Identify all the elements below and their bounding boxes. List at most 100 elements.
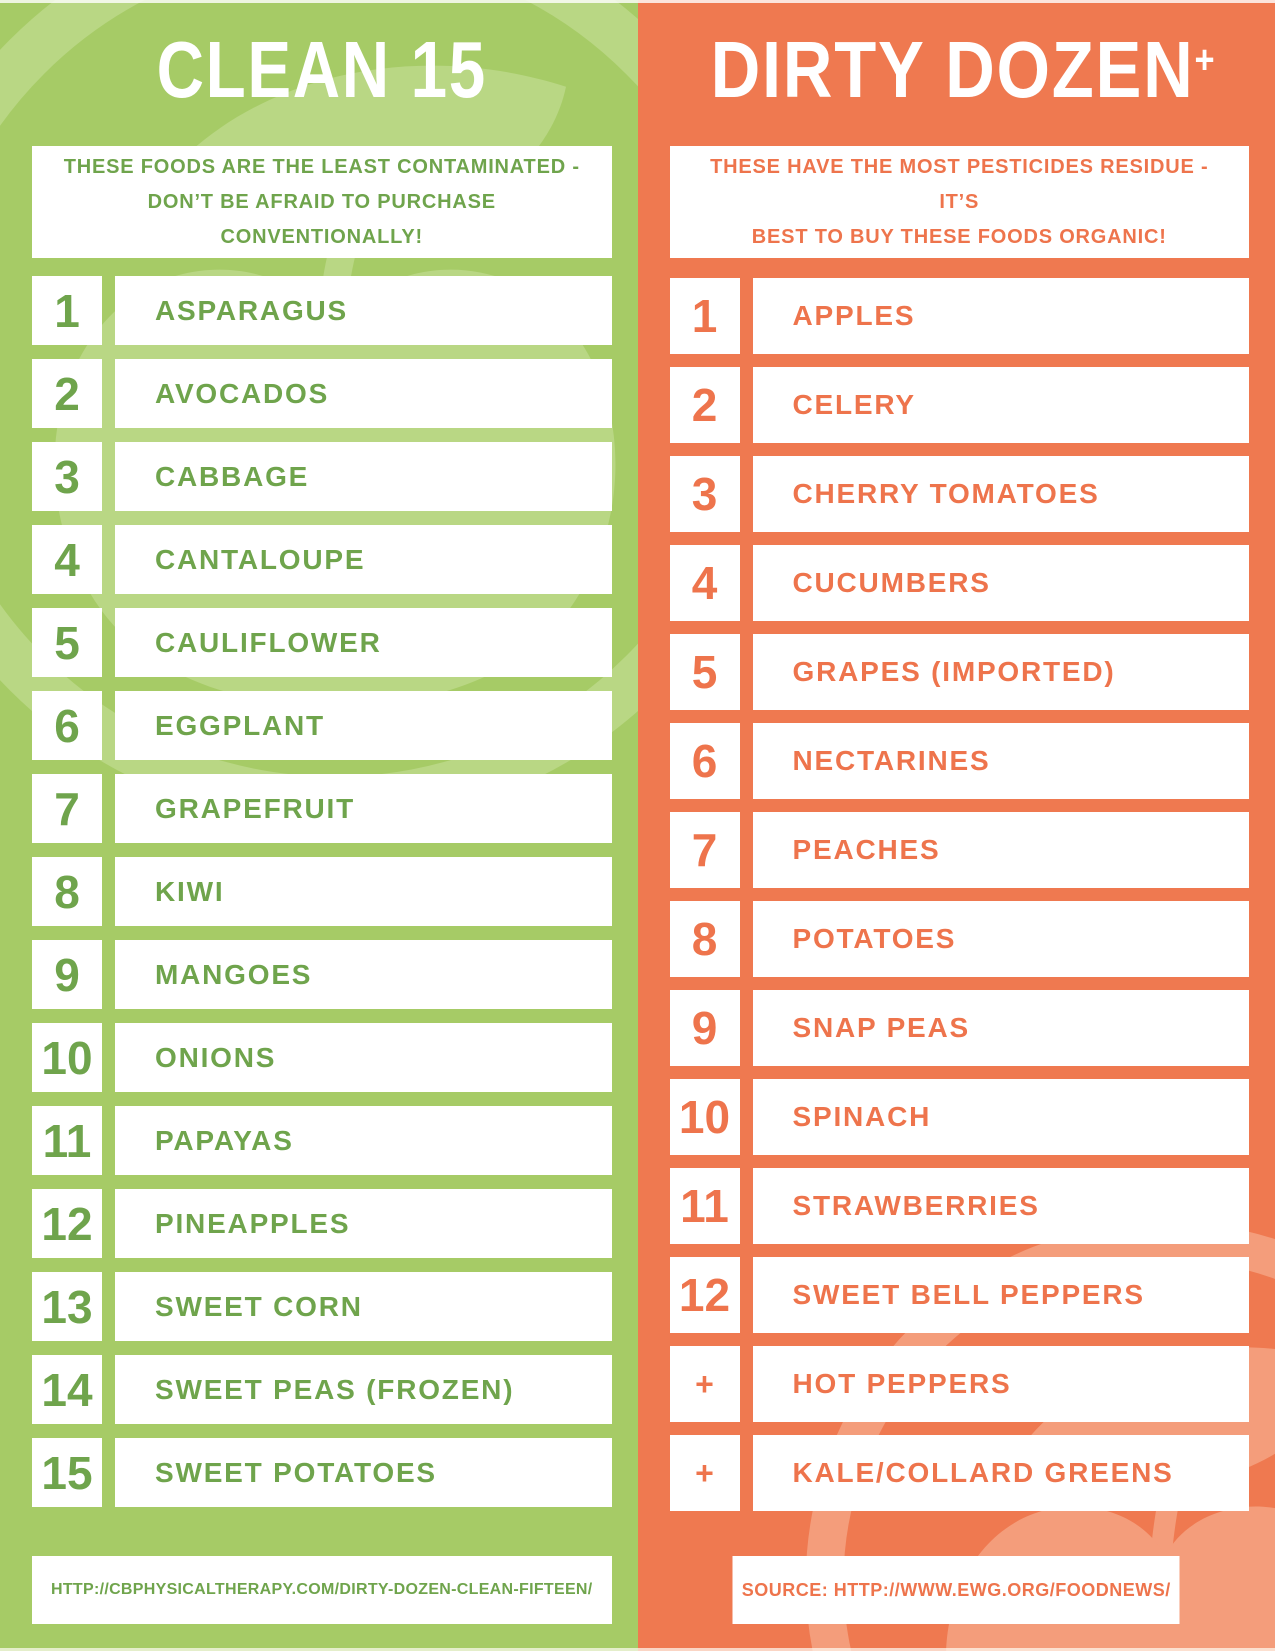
item-rank-box: 14 [32,1355,102,1424]
item-rank-box: 12 [32,1189,102,1258]
list-item: 11 PAPAYAS [32,1106,612,1175]
item-rank: 11 [42,1114,92,1167]
item-name-box: POTATOES [752,901,1249,977]
item-name: PINEAPPLES [155,1207,351,1239]
item-rank-box: 15 [32,1438,102,1507]
item-rank-box: 1 [669,278,740,354]
item-rank: 13 [41,1280,93,1333]
item-rank-box: 3 [32,442,102,511]
item-rank-box: 1 [32,276,102,345]
item-name: MANGOES [155,958,313,990]
item-name-box: CUCUMBERS [752,545,1249,621]
list-item: 6 NECTARINES [669,723,1249,799]
item-rank-box: 2 [669,367,740,443]
item-rank-box: 11 [32,1106,102,1175]
item-name: GRAPEFRUIT [155,792,355,824]
item-rank-box: + [669,1435,740,1511]
item-rank: 4 [691,557,718,609]
item-name: CABBAGE [155,460,310,492]
item-rank: 2 [54,367,80,420]
item-rank-box: 3 [669,456,740,532]
dirty-dozen-list: 1 APPLES 2 CELERY 3 CHERRY TOMATOES 4 CU… [669,278,1249,1511]
item-rank-box: 5 [32,608,102,677]
list-item: 12 PINEAPPLES [32,1189,612,1258]
item-rank-box: 4 [669,545,740,621]
item-rank-box: + [669,1346,740,1422]
item-rank-box: 8 [669,901,740,977]
list-item: 4 CANTALOUPE [32,525,612,594]
item-rank: 8 [691,913,718,965]
dirty-dozen-title-plus: + [1194,38,1215,82]
item-rank: 11 [680,1180,729,1232]
item-rank: 6 [691,735,718,787]
item-name: CANTALOUPE [155,543,366,575]
item-rank: 5 [54,616,80,669]
item-name-box: ASPARAGUS [115,276,612,345]
item-rank-box: 9 [32,940,102,1009]
item-name: AVOCADOS [155,377,330,409]
item-rank-box: 8 [32,857,102,926]
item-name: SWEET POTATOES [155,1456,437,1488]
clean15-list: 1 ASPARAGUS 2 AVOCADOS 3 CABBAGE 4 CANTA… [32,276,612,1507]
list-item: 5 GRAPES (IMPORTED) [669,634,1249,710]
clean15-panel: CLEAN 15 THESE FOODS ARE THE LEAST CONTA… [0,0,638,1651]
item-rank-box: 13 [32,1272,102,1341]
list-item: 5 CAULIFLOWER [32,608,612,677]
item-name: SPINACH [792,1101,932,1132]
dirty-dozen-content: DIRTY DOZEN+ THESE HAVE THE MOST PESTICI… [638,0,1275,1651]
list-item: 2 AVOCADOS [32,359,612,428]
item-name-box: GRAPEFRUIT [115,774,612,843]
clean15-title: CLEAN 15 [156,25,487,114]
item-name-box: ONIONS [115,1023,612,1092]
item-rank-box: 7 [32,774,102,843]
item-rank-box: 9 [669,990,740,1066]
list-item: 4 CUCUMBERS [669,545,1249,621]
item-name: CELERY [792,389,916,420]
clean15-subtitle-line2: DON’T BE AFRAID TO PURCHASE CONVENTIONAL… [147,190,496,248]
item-name: GRAPES (IMPORTED) [792,656,1116,687]
list-item: 8 POTATOES [669,901,1249,977]
list-item: 12 SWEET BELL PEPPERS [669,1257,1249,1333]
item-name-box: CAULIFLOWER [115,608,612,677]
item-rank: 7 [691,824,718,876]
list-item: 7 PEACHES [669,812,1249,888]
item-rank-box: 6 [669,723,740,799]
item-name-box: PEACHES [752,812,1249,888]
item-name-box: APPLES [752,278,1249,354]
item-rank: 10 [41,1031,93,1084]
clean15-footer-box: HTTP://CBPHYSICALTHERAPY.COM/DIRTY-DOZEN… [32,1556,612,1624]
item-rank: 10 [678,1091,731,1143]
item-name: NECTARINES [792,745,991,776]
item-name-box: SPINACH [752,1079,1249,1155]
item-rank-box: 12 [669,1257,740,1333]
item-name: SWEET PEAS (FROZEN) [155,1373,515,1405]
clean15-subtitle-box: THESE FOODS ARE THE LEAST CONTAMINATED -… [32,146,612,258]
item-name: APPLES [792,300,916,331]
item-rank: 9 [691,1002,718,1054]
list-item: 1 ASPARAGUS [32,276,612,345]
item-name-box: SWEET POTATOES [115,1438,612,1507]
item-name: CUCUMBERS [792,567,991,598]
item-name: SWEET BELL PEPPERS [792,1279,1145,1310]
item-rank: 15 [41,1446,93,1499]
item-rank: 2 [691,379,718,431]
list-item: + KALE/COLLARD GREENS [669,1435,1249,1511]
item-rank-box: 10 [32,1023,102,1092]
item-rank: 12 [41,1197,93,1250]
item-rank: 1 [54,284,80,337]
list-item: 7 GRAPEFRUIT [32,774,612,843]
item-rank: 12 [678,1269,731,1321]
item-rank: 14 [41,1363,93,1416]
item-rank-box: 5 [669,634,740,710]
item-rank: 3 [691,468,718,520]
item-name-box: SWEET BELL PEPPERS [752,1257,1249,1333]
dirty-dozen-subtitle-line2: BEST TO BUY THESE FOODS ORGANIC! [751,225,1167,248]
item-rank: 3 [54,450,80,503]
item-name-box: GRAPES (IMPORTED) [752,634,1249,710]
list-item: 10 SPINACH [669,1079,1249,1155]
item-name-box: KALE/COLLARD GREENS [752,1435,1249,1511]
item-rank-box: 6 [32,691,102,760]
item-rank: 8 [54,865,80,918]
item-name-box: CELERY [752,367,1249,443]
